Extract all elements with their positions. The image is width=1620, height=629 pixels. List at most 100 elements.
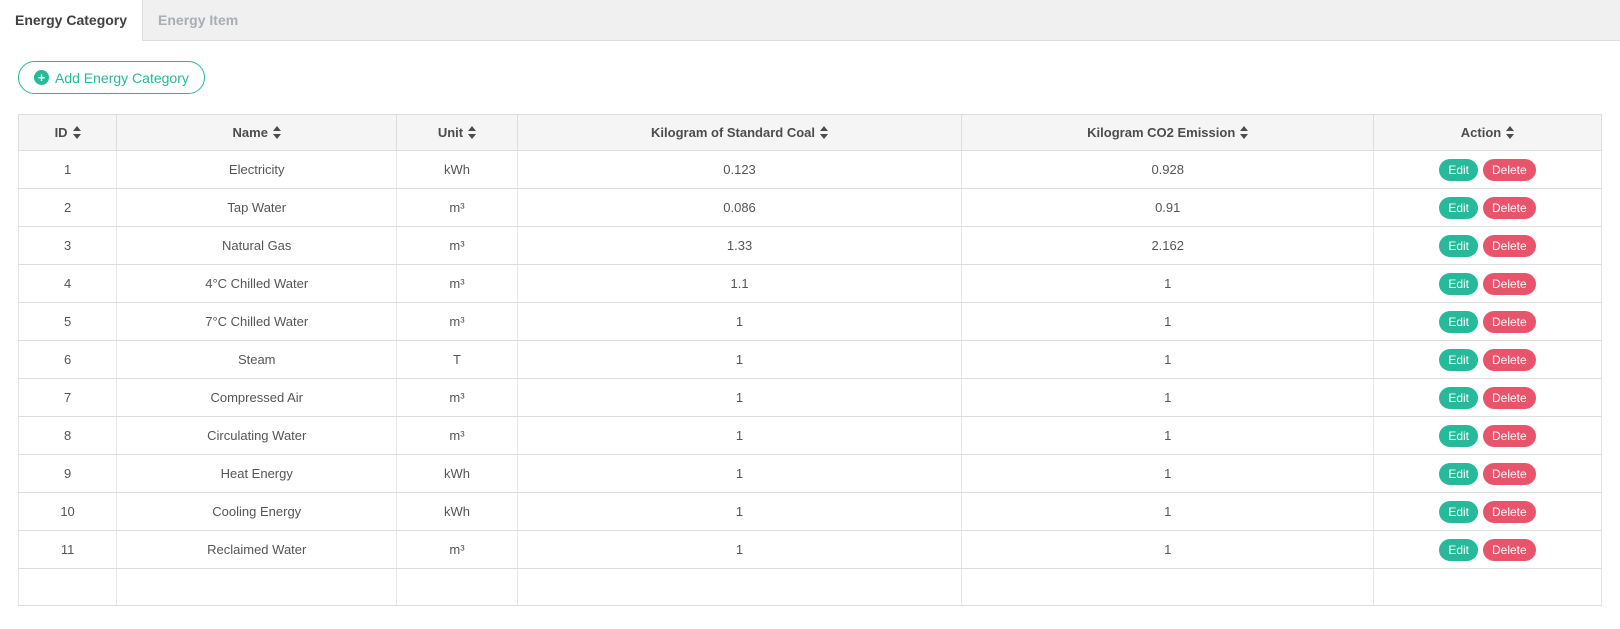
cell-kgce: 1.1 <box>516 264 963 303</box>
delete-button[interactable]: Delete <box>1483 424 1536 447</box>
table-row: 10 Cooling Energy kWh 1 1 Edit Delete <box>17 492 1602 531</box>
edit-button[interactable]: Edit <box>1439 462 1478 485</box>
edit-button[interactable]: Edit <box>1439 538 1478 561</box>
sort-icon <box>468 126 477 139</box>
plus-circle-icon: + <box>34 70 49 85</box>
cell-name: Circulating Water <box>116 416 398 455</box>
cell-unit: m³ <box>396 416 518 455</box>
delete-button[interactable]: Delete <box>1483 386 1536 409</box>
table-row: 5 7°C Chilled Water m³ 1 1 Edit Delete <box>17 302 1602 341</box>
cell-id: 9 <box>17 454 118 493</box>
cell-unit: kWh <box>396 150 518 189</box>
cell-name: Compressed Air <box>116 378 398 417</box>
cell-id: 11 <box>17 530 118 569</box>
edit-button[interactable]: Edit <box>1439 348 1478 371</box>
cell-action: Edit Delete <box>1373 340 1602 379</box>
cell-unit: m³ <box>396 264 518 303</box>
delete-button[interactable]: Delete <box>1483 196 1536 219</box>
table-row: 7 Compressed Air m³ 1 1 Edit Delete <box>17 378 1602 417</box>
cell-kgce: 1.33 <box>516 226 963 265</box>
column-header-unit[interactable]: Unit <box>396 114 518 151</box>
column-header-label: ID <box>54 125 68 140</box>
edit-button[interactable]: Edit <box>1439 234 1478 257</box>
cell-kgce: 1 <box>516 530 963 569</box>
cell-unit: m³ <box>396 302 518 341</box>
delete-button[interactable]: Delete <box>1483 272 1536 295</box>
column-header-label: Kilogram CO2 Emission <box>1087 125 1236 140</box>
sort-icon <box>1506 126 1515 139</box>
cell-kgco2e: 1 <box>961 378 1375 417</box>
cell-action: Edit Delete <box>1373 150 1602 189</box>
cell-kgce: 1 <box>516 302 963 341</box>
cell-id: 6 <box>17 340 118 379</box>
table-row: 4 4°C Chilled Water m³ 1.1 1 Edit Delete <box>17 264 1602 303</box>
table-row: 2 Tap Water m³ 0.086 0.91 Edit Delete <box>17 188 1602 227</box>
empty-cell <box>396 568 518 606</box>
table-row: 6 Steam T 1 1 Edit Delete <box>17 340 1602 379</box>
delete-button[interactable]: Delete <box>1483 158 1536 181</box>
cell-unit: m³ <box>396 188 518 227</box>
cell-id: 2 <box>17 188 118 227</box>
column-header-label: Kilogram of Standard Coal <box>651 125 816 140</box>
cell-kgco2e: 1 <box>961 340 1375 379</box>
sort-icon <box>272 126 281 139</box>
edit-button[interactable]: Edit <box>1439 386 1478 409</box>
cell-id: 3 <box>17 226 118 265</box>
column-header-kgce[interactable]: Kilogram of Standard Coal <box>516 114 963 151</box>
column-header-label: Name <box>232 125 268 140</box>
tab-energy-item[interactable]: Energy Item <box>158 12 239 28</box>
cell-kgce: 0.123 <box>516 150 963 189</box>
cell-unit: kWh <box>396 492 518 531</box>
cell-kgce: 1 <box>516 416 963 455</box>
cell-action: Edit Delete <box>1373 188 1602 227</box>
cell-action: Edit Delete <box>1373 530 1602 569</box>
cell-name: Electricity <box>116 150 398 189</box>
empty-cell <box>116 568 398 606</box>
cell-id: 5 <box>17 302 118 341</box>
column-header-action[interactable]: Action <box>1373 114 1602 151</box>
delete-button[interactable]: Delete <box>1483 310 1536 333</box>
cell-kgce: 1 <box>516 454 963 493</box>
cell-action: Edit Delete <box>1373 378 1602 417</box>
cell-kgco2e: 1 <box>961 264 1375 303</box>
cell-id: 7 <box>17 378 118 417</box>
cell-kgce: 1 <box>516 492 963 531</box>
delete-button[interactable]: Delete <box>1483 348 1536 371</box>
cell-unit: kWh <box>396 454 518 493</box>
cell-unit: m³ <box>396 226 518 265</box>
table-row: 3 Natural Gas m³ 1.33 2.162 Edit Delete <box>17 226 1602 265</box>
edit-button[interactable]: Edit <box>1439 272 1478 295</box>
cell-kgco2e: 1 <box>961 416 1375 455</box>
edit-button[interactable]: Edit <box>1439 310 1478 333</box>
column-header-name[interactable]: Name <box>116 114 398 151</box>
add-energy-category-button[interactable]: + Add Energy Category <box>18 61 205 94</box>
cell-kgco2e: 1 <box>961 492 1375 531</box>
edit-button[interactable]: Edit <box>1439 158 1478 181</box>
cell-id: 10 <box>17 492 118 531</box>
cell-action: Edit Delete <box>1373 454 1602 493</box>
sort-icon <box>72 126 81 139</box>
cell-kgco2e: 0.91 <box>961 188 1375 227</box>
empty-cell <box>17 568 118 606</box>
empty-cell <box>1373 568 1602 606</box>
tab-energy-category[interactable]: Energy Category <box>0 0 144 41</box>
column-header-kgco2e[interactable]: Kilogram CO2 Emission <box>961 114 1375 151</box>
delete-button[interactable]: Delete <box>1483 234 1536 257</box>
delete-button[interactable]: Delete <box>1483 538 1536 561</box>
edit-button[interactable]: Edit <box>1439 424 1478 447</box>
delete-button[interactable]: Delete <box>1483 500 1536 523</box>
cell-name: 4°C Chilled Water <box>116 264 398 303</box>
main-content: + Add Energy Category ID Name Unit Kilogram… <box>0 41 1620 606</box>
cell-name: Cooling Energy <box>116 492 398 531</box>
cell-id: 1 <box>17 150 118 189</box>
delete-button[interactable]: Delete <box>1483 462 1536 485</box>
cell-kgco2e: 1 <box>961 454 1375 493</box>
edit-button[interactable]: Edit <box>1439 500 1478 523</box>
edit-button[interactable]: Edit <box>1439 196 1478 219</box>
table-row: 9 Heat Energy kWh 1 1 Edit Delete <box>17 454 1602 493</box>
tab-bar: Energy Category Energy Item <box>0 0 1620 41</box>
empty-cell <box>516 568 963 606</box>
column-header-id[interactable]: ID <box>17 114 118 151</box>
cell-action: Edit Delete <box>1373 416 1602 455</box>
energy-category-table: ID Name Unit Kilogram of Standard Coal Kilog… <box>17 114 1602 606</box>
